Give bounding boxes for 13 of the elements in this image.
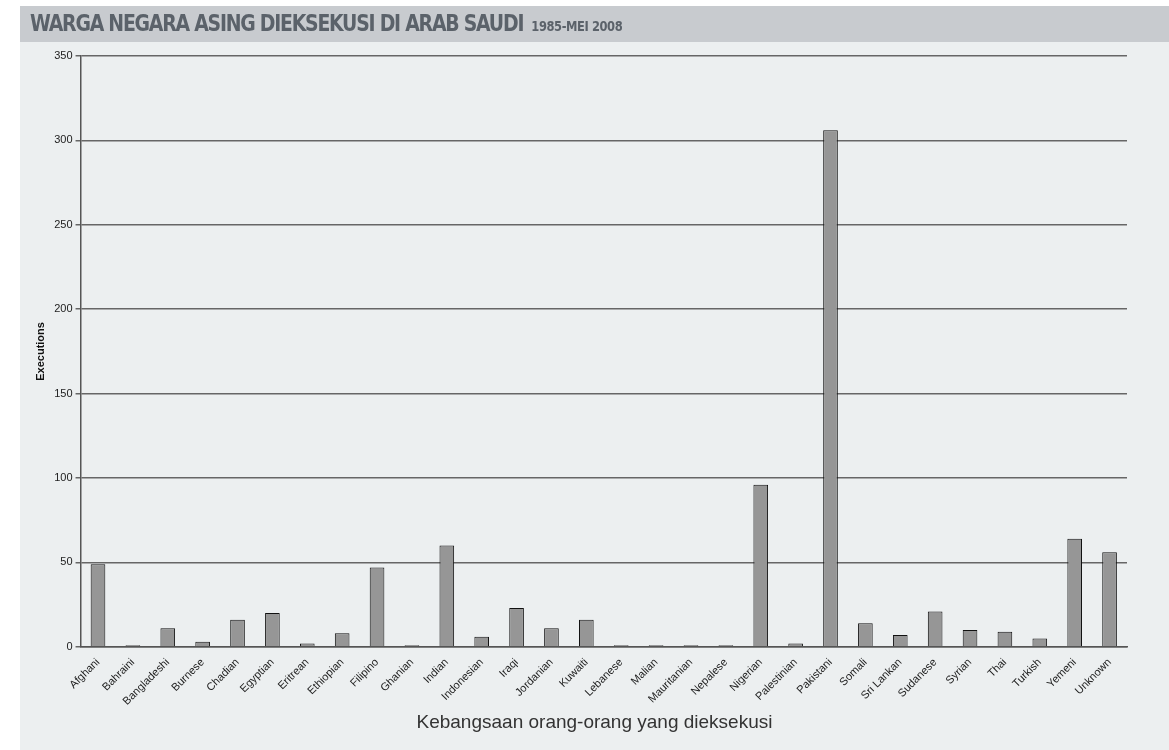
y-tick-label: 350 [54, 49, 73, 62]
y-tick-label: 250 [54, 217, 73, 230]
chart-subtitle: 1985-MEI 2008 [531, 18, 623, 34]
x-tick-label: Thai [984, 655, 1009, 680]
y-tick-label: 200 [54, 302, 73, 315]
y-tick-label: 50 [60, 555, 73, 568]
y-tick-label: 0 [66, 639, 73, 652]
y-tick-label: 100 [54, 471, 73, 484]
y-tick-label: 300 [54, 133, 73, 146]
chart-title: WARGA NEGARA ASING DIEKSEKUSI DI ARAB SAUDI [30, 10, 524, 36]
x-axis-title: Kebangsaan orang-orang yang dieksekusi [415, 711, 774, 733]
y-axis-title: Executions [33, 322, 46, 381]
y-tick-label: 150 [54, 386, 73, 399]
